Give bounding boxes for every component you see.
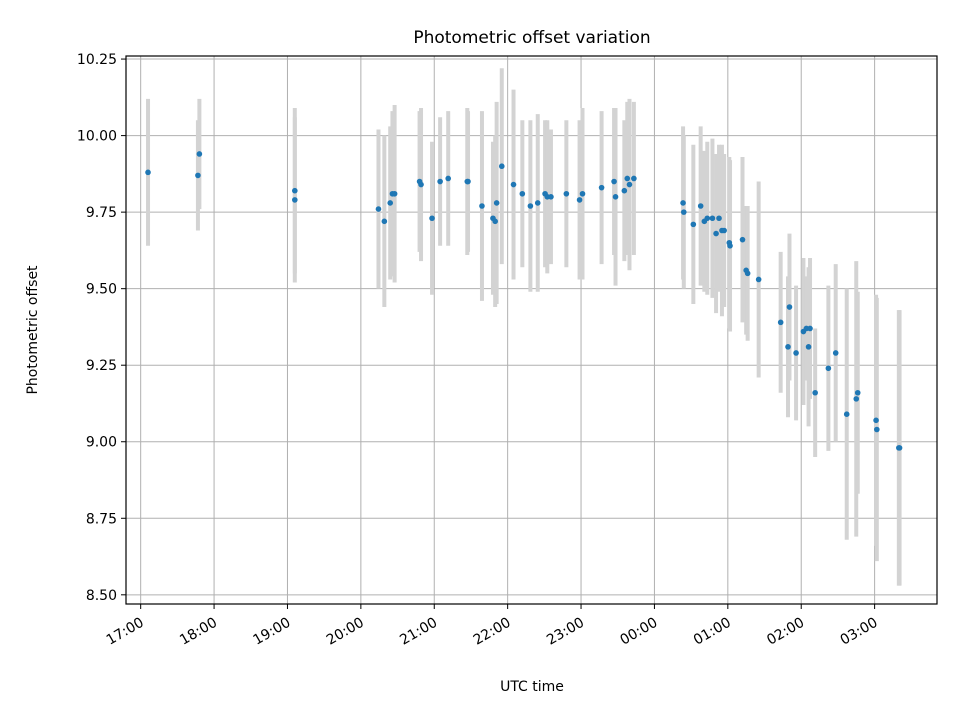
data-point (598, 184, 605, 191)
data-point (739, 236, 746, 243)
data-point (563, 190, 570, 197)
data-point (437, 178, 443, 185)
y-tick-label: 9.50 (86, 282, 117, 298)
plot-frame (125, 55, 938, 605)
data-point (727, 243, 733, 249)
y-tick-label: 9.00 (86, 435, 117, 451)
data-point (704, 215, 711, 222)
chart-title: Photometric offset variation (413, 28, 650, 48)
data-point (196, 151, 203, 157)
data-point (292, 187, 298, 194)
data-point (498, 163, 505, 170)
data-point (807, 325, 813, 332)
data-point (873, 417, 879, 424)
data-point (713, 230, 719, 237)
y-tick-label: 10.00 (77, 129, 117, 145)
data-point (631, 175, 637, 182)
data-point (793, 350, 799, 356)
data-point (387, 200, 394, 206)
y-axis-ticks: 8.50 8.75 9.00 9.25 9.50 9.75 10.00 10.25 (77, 52, 126, 604)
y-axis-label: Photometric offset (25, 265, 41, 395)
data-point (611, 178, 617, 185)
data-point (548, 194, 554, 200)
data-point (786, 304, 793, 310)
data-point (510, 181, 517, 188)
data-point (680, 209, 687, 215)
data-point (479, 203, 485, 209)
data-point (709, 215, 716, 222)
data-point (777, 319, 784, 326)
data-point (493, 200, 500, 206)
data-point (874, 426, 880, 433)
data-point (755, 276, 762, 283)
x-axis-label: UTC time (500, 679, 564, 695)
data-point (195, 172, 201, 179)
y-tick-label: 8.75 (86, 511, 117, 527)
data-point (621, 187, 628, 194)
data-point (626, 181, 633, 188)
data-point (381, 218, 388, 225)
data-point (624, 175, 631, 182)
data-point (612, 194, 619, 200)
y-tick-label: 9.75 (86, 205, 117, 221)
data-points (145, 151, 903, 451)
data-point (418, 181, 424, 188)
y-tick-label: 10.25 (77, 52, 117, 68)
data-point (576, 197, 583, 203)
data-point (292, 197, 298, 203)
data-point (690, 221, 697, 228)
data-point (721, 227, 727, 234)
data-point (527, 203, 534, 209)
data-point (492, 218, 498, 225)
data-point (145, 169, 151, 176)
data-point (744, 270, 751, 277)
data-point (805, 344, 812, 350)
data-point (854, 389, 861, 396)
data-point (825, 365, 832, 372)
data-point (716, 215, 722, 222)
data-point (680, 200, 686, 206)
data-point (843, 411, 850, 417)
data-point (812, 389, 818, 396)
data-point (896, 445, 903, 451)
data-point (375, 206, 382, 212)
data-point (785, 344, 791, 350)
data-point (429, 215, 435, 222)
data-point (465, 178, 471, 185)
y-tick-label: 9.25 (86, 358, 117, 374)
data-point (579, 190, 586, 197)
data-point (534, 200, 541, 206)
data-point (445, 175, 451, 182)
y-tick-label: 8.50 (86, 588, 117, 604)
data-point (519, 190, 526, 197)
data-point (832, 350, 839, 356)
data-point (853, 396, 860, 402)
data-point (697, 203, 704, 209)
data-point (391, 190, 398, 197)
